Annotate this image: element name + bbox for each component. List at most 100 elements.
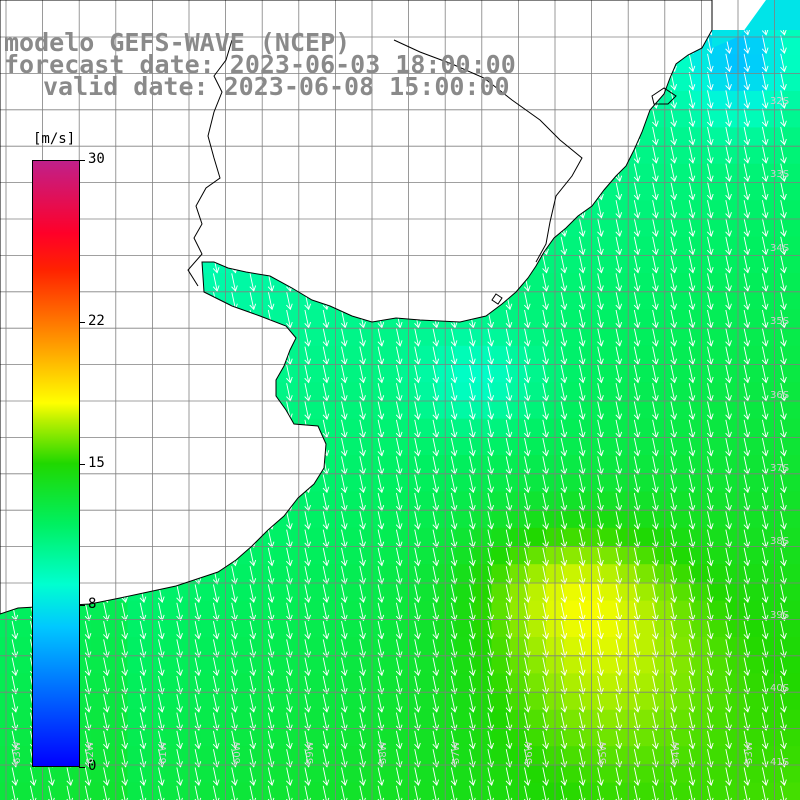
- field-cell: [637, 364, 656, 383]
- field-cell: [473, 382, 492, 401]
- field-cell: [327, 382, 347, 401]
- field-cell: [764, 691, 784, 711]
- field-cell: [0, 691, 19, 711]
- field-cell: [509, 618, 529, 638]
- field-cell: [746, 54, 765, 74]
- field-cell: [327, 400, 347, 420]
- field-cell: [728, 72, 747, 92]
- field-cell: [273, 691, 292, 711]
- field-cell: [364, 491, 383, 511]
- field-cell: [746, 491, 765, 511]
- field-cell: [400, 436, 420, 456]
- field-cell: [509, 546, 529, 565]
- field-cell: [145, 691, 165, 711]
- field-cell: [364, 764, 383, 784]
- field-cell: [364, 418, 383, 438]
- field-cell: [491, 418, 511, 438]
- field-cell: [145, 782, 165, 800]
- field-cell: [418, 418, 438, 438]
- field-cell: [782, 418, 800, 438]
- field-cell: [182, 673, 201, 693]
- field-cell: [673, 200, 693, 219]
- field-cell: [782, 254, 800, 274]
- field-cell: [637, 400, 656, 420]
- field-cell: [527, 728, 547, 747]
- field-cell: [600, 728, 620, 747]
- field-cell: [564, 418, 583, 438]
- field-cell: [673, 163, 693, 183]
- field-cell: [309, 764, 329, 784]
- field-cell: [109, 764, 128, 784]
- field-cell: [728, 200, 747, 219]
- field-cell: [546, 273, 565, 292]
- field-cell: [782, 382, 800, 401]
- field-cell: [746, 564, 765, 583]
- field-cell: [418, 436, 438, 456]
- field-cell: [600, 291, 620, 310]
- field-cell: [564, 582, 583, 602]
- field-cell: [291, 582, 310, 602]
- field-cell: [764, 709, 784, 729]
- field-cell: [728, 54, 747, 74]
- field-cell: [564, 382, 583, 401]
- field-cell: [382, 728, 401, 747]
- field-cell: [728, 691, 747, 711]
- field-cell: [728, 345, 747, 365]
- field-cell: [764, 655, 784, 674]
- field-cell: [491, 546, 511, 565]
- field-cell: [163, 600, 183, 620]
- field-cell: [746, 546, 765, 565]
- field-cell: [709, 637, 729, 656]
- field-cell: [764, 109, 784, 128]
- field-cell: [673, 637, 693, 656]
- field-cell: [564, 728, 583, 747]
- field-cell: [728, 163, 747, 183]
- field-cell: [145, 618, 165, 638]
- field-cell: [163, 728, 183, 747]
- field-cell: [709, 309, 729, 329]
- field-cell: [546, 691, 565, 711]
- field-cell: [673, 455, 693, 474]
- field-cell: [473, 400, 492, 420]
- field-cell: [600, 600, 620, 620]
- field-cell: [564, 709, 583, 729]
- field-cell: [600, 327, 620, 347]
- field-cell: [782, 546, 800, 565]
- field-cell: [527, 673, 547, 693]
- field-cell: [127, 709, 147, 729]
- field-cell: [527, 546, 547, 565]
- field-cell: [746, 91, 765, 110]
- field-cell: [782, 436, 800, 456]
- longitude-label: 62W: [85, 741, 97, 764]
- field-cell: [436, 418, 456, 438]
- field-cell: [527, 637, 547, 656]
- field-cell: [200, 746, 219, 765]
- field-cell: [491, 728, 511, 747]
- field-cell: [327, 455, 347, 474]
- field-cell: [764, 327, 784, 347]
- field-cell: [455, 527, 474, 547]
- field-cell: [345, 673, 365, 693]
- field-cell: [782, 91, 800, 110]
- field-cell: [746, 655, 765, 674]
- field-cell: [309, 400, 329, 420]
- field-cell: [491, 400, 511, 420]
- field-cell: [509, 582, 529, 602]
- field-cell: [764, 618, 784, 638]
- field-cell: [746, 273, 765, 292]
- field-cell: [709, 455, 729, 474]
- field-cell: [746, 782, 765, 800]
- field-cell: [564, 327, 583, 347]
- field-cell: [473, 473, 492, 492]
- field-cell: [709, 655, 729, 674]
- field-cell: [400, 527, 420, 547]
- field-cell: [163, 673, 183, 693]
- field-cell: [673, 254, 693, 274]
- field-cell: [673, 728, 693, 747]
- field-cell: [345, 691, 365, 711]
- field-cell: [673, 345, 693, 365]
- field-cell: [564, 618, 583, 638]
- field-cell: [709, 91, 729, 110]
- field-cell: [418, 345, 438, 365]
